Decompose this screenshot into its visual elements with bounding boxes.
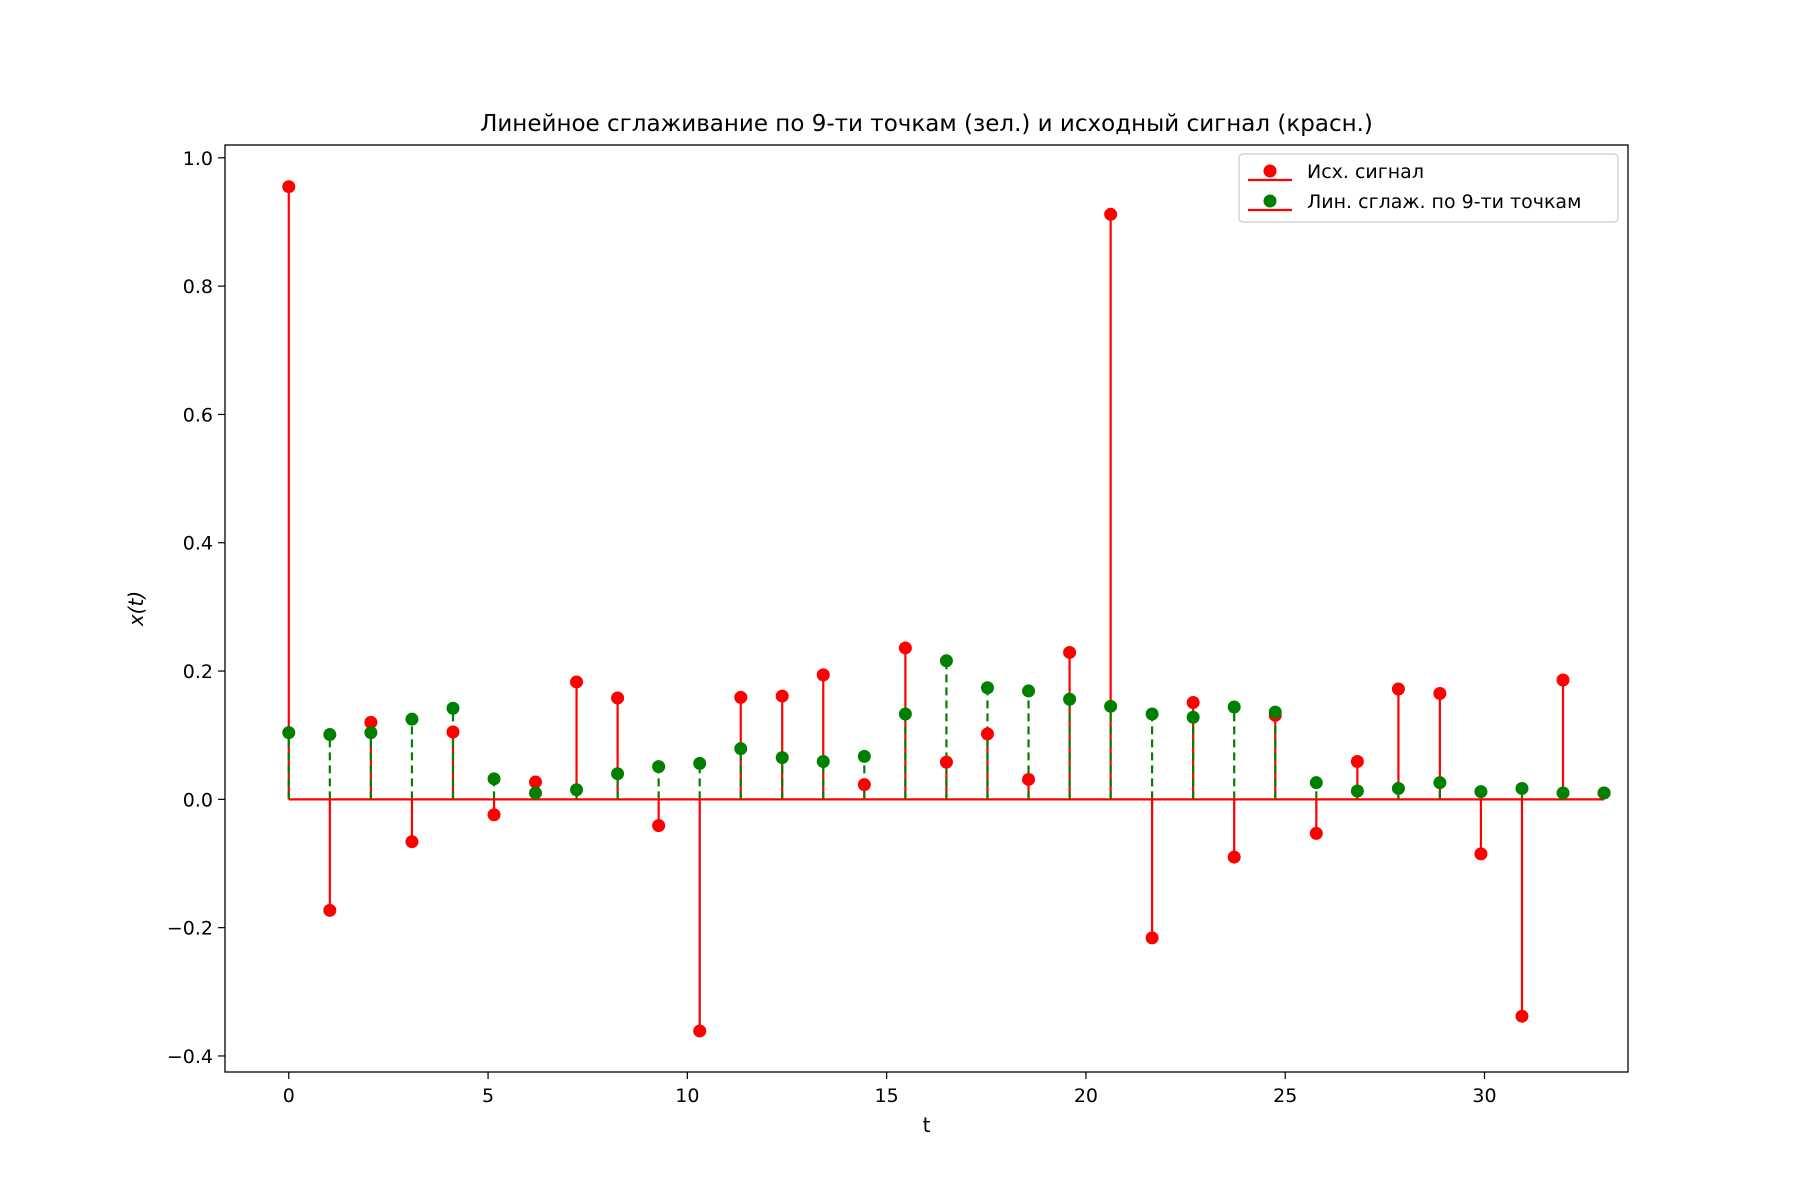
- x-tick-label: 5: [482, 1085, 494, 1107]
- smoothed-point: [528, 786, 542, 800]
- x-tick-label: 25: [1273, 1085, 1297, 1107]
- smoothed-point: [1556, 786, 1570, 800]
- y-tick-label: 0.2: [183, 661, 213, 683]
- signal-point: [1309, 826, 1323, 840]
- smoothed-point: [1433, 776, 1447, 790]
- signal-point: [528, 775, 542, 789]
- smoothed-point: [1145, 707, 1159, 721]
- smoothed-point: [939, 654, 953, 668]
- smoothed-point: [1474, 785, 1488, 799]
- legend-marker: [1263, 164, 1277, 178]
- smoothed-point: [405, 712, 419, 726]
- signal-point: [898, 641, 912, 655]
- chart-title: Линейное сглаживание по 9-ти точкам (зел…: [480, 111, 1373, 137]
- y-axis-label: x(t): [124, 591, 148, 627]
- x-axis-label: t: [923, 1113, 931, 1137]
- axis-ticks: 0 5 10 15 20 25 30 −0.4 −0.2 0.0 0.2 0.4 0.6 0.8 1.0: [167, 148, 1497, 1107]
- signal-point: [775, 689, 789, 703]
- y-tick-label: 0.8: [183, 276, 213, 298]
- signal-point: [980, 727, 994, 741]
- signal-point: [816, 668, 830, 682]
- smoothed-point: [1350, 784, 1364, 798]
- signal-point: [364, 715, 378, 729]
- smoothed-point: [652, 760, 666, 774]
- x-tick-label: 10: [675, 1085, 699, 1107]
- smoothed-point: [282, 726, 296, 740]
- smoothed-point: [693, 756, 707, 770]
- smoothed-point: [1227, 700, 1241, 714]
- smoothed-point: [1391, 781, 1405, 795]
- signal-point: [693, 1024, 707, 1038]
- smoothed-point: [323, 728, 337, 742]
- smoothed-point: [364, 726, 378, 740]
- signal-point: [611, 691, 625, 705]
- signal-point: [857, 778, 871, 792]
- smoothed-point: [1186, 710, 1200, 724]
- signal-point: [652, 819, 666, 833]
- y-tick-label: 1.0: [183, 148, 213, 170]
- axes-frame: [224, 144, 1629, 1073]
- x-tick-label: 30: [1472, 1085, 1496, 1107]
- signal-point: [405, 835, 419, 849]
- smoothed-point: [857, 749, 871, 763]
- signal-point: [1186, 695, 1200, 709]
- smoothed-point: [446, 701, 460, 715]
- smoothed-point: [611, 767, 625, 781]
- x-tick-label: 20: [1074, 1085, 1098, 1107]
- signal-point: [446, 725, 460, 739]
- signal-point: [1515, 1009, 1529, 1023]
- smoothed-point: [775, 751, 789, 765]
- x-tick-label: 15: [875, 1085, 899, 1107]
- y-tick-label: 0.4: [183, 533, 213, 555]
- signal-point: [1391, 682, 1405, 696]
- legend-label: Исх. сигнал: [1307, 161, 1424, 183]
- smoothed-point: [816, 755, 830, 769]
- signal-point: [1227, 850, 1241, 864]
- legend-marker: [1263, 194, 1277, 208]
- signal-point: [1556, 673, 1570, 687]
- y-tick-label: 0.0: [183, 789, 213, 811]
- smoothed-point: [1268, 705, 1282, 719]
- signal-point: [1022, 772, 1036, 786]
- smoothed-point: [487, 772, 501, 786]
- signal-point: [1433, 687, 1447, 701]
- y-tick-label: −0.4: [167, 1046, 213, 1068]
- smoothed-point: [1063, 692, 1077, 706]
- signal-point: [282, 180, 296, 194]
- smoothed-point: [570, 783, 584, 797]
- smoothed-point: [1309, 776, 1323, 790]
- legend-label: Лин. сглаж. по 9-ти точкам: [1307, 191, 1581, 213]
- signal-point: [1474, 847, 1488, 861]
- signal-point: [734, 690, 748, 704]
- smoothed-point: [1597, 786, 1611, 800]
- plot-marks: [282, 180, 1611, 1038]
- smoothed-point: [1104, 699, 1118, 713]
- smoothed-point: [980, 681, 994, 695]
- smoothed-point: [734, 742, 748, 756]
- chart-legend: Исх. сигнал Лин. сглаж. по 9-ти точкам: [1238, 153, 1619, 223]
- signal-point: [1104, 207, 1118, 221]
- legend-box: [1238, 153, 1619, 223]
- signal-point: [939, 755, 953, 769]
- smoothed-point: [1515, 781, 1529, 795]
- signal-point: [323, 903, 337, 917]
- y-tick-label: 0.6: [183, 404, 213, 426]
- smoothed-point: [1022, 684, 1036, 698]
- signal-point: [487, 808, 501, 822]
- signal-point: [1063, 645, 1077, 659]
- signal-point: [1350, 755, 1364, 769]
- signal-point: [1145, 931, 1159, 945]
- x-tick-label: 0: [283, 1085, 295, 1107]
- smoothed-point: [898, 707, 912, 721]
- y-tick-label: −0.2: [167, 918, 213, 940]
- signal-point: [570, 675, 584, 689]
